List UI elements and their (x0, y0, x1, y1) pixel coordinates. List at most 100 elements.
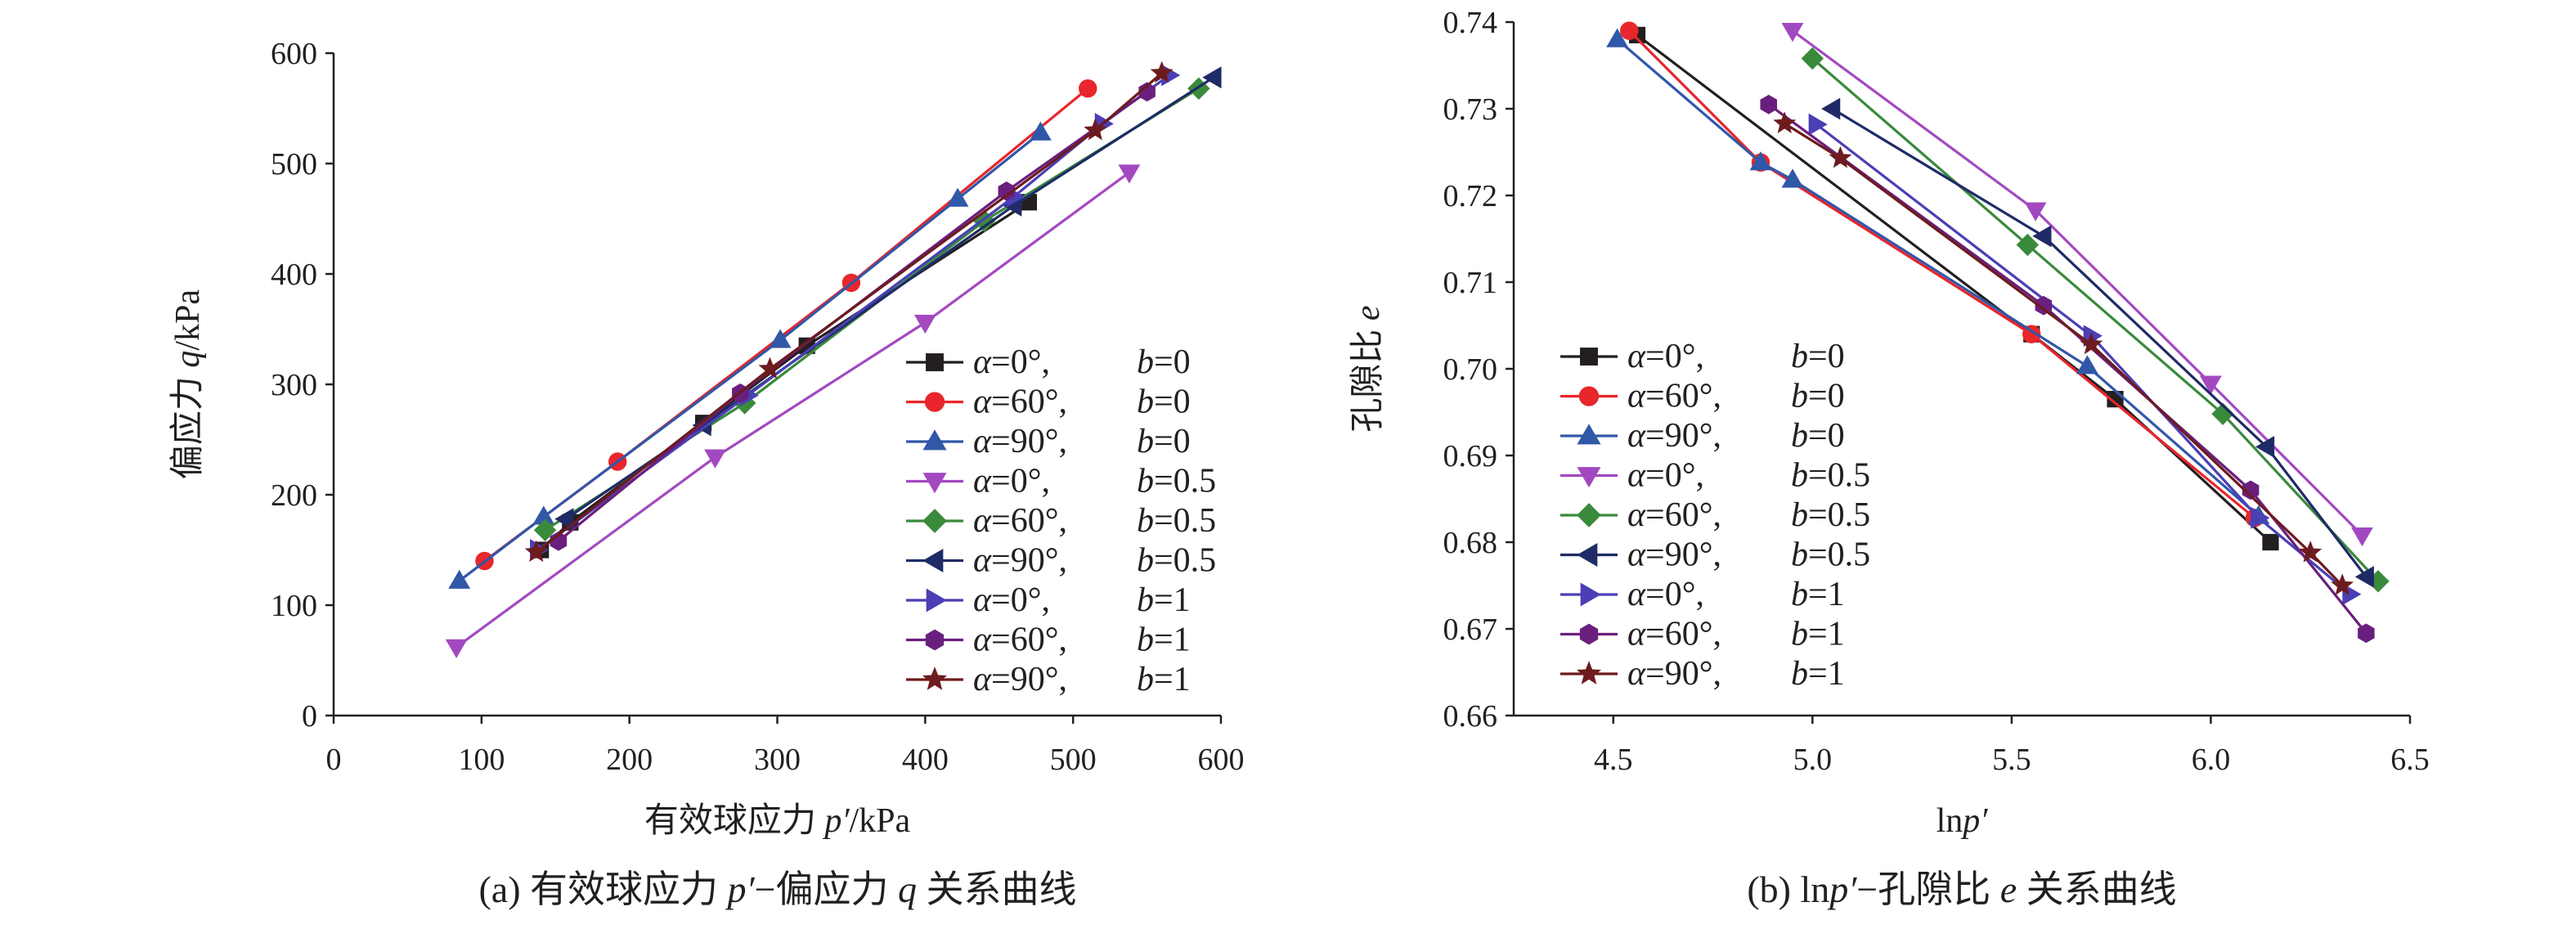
legend-entry-alpha: α=0°, (1627, 576, 1704, 613)
legend-entry-alpha: α=0°, (973, 581, 1050, 619)
data-point (1118, 164, 1141, 184)
x-axis-label: lnp′ (1936, 802, 1989, 840)
legend-marker (922, 666, 948, 690)
legend-entry-alpha: α=0°, (973, 343, 1050, 381)
legend-entry-b: b=0.5 (1791, 496, 1870, 534)
legend-entry-alpha: α=90°, (1627, 417, 1721, 455)
data-point (1620, 21, 1639, 40)
data-point (2080, 332, 2103, 355)
y-tick-label: 0.72 (1443, 179, 1498, 213)
y-tick-label: 0.70 (1443, 352, 1498, 387)
data-point (1029, 121, 1052, 141)
series-line (1636, 34, 2272, 544)
legend-entry-alpha: α=90°, (1627, 655, 1721, 693)
chart-panel-a: 0 100 200 300 400 500 600 0 100 200 300 400 500 600 有效… (168, 37, 1245, 910)
data-point (1079, 79, 1097, 98)
x-tick-label: 6.0 (2192, 743, 2231, 777)
series-line (1792, 29, 2363, 536)
data-point (2354, 565, 2374, 588)
data-point (704, 449, 726, 469)
x-tick-label: 400 (902, 743, 949, 777)
legend-marker (1577, 503, 1601, 527)
legend-entry-alpha: α=90°, (973, 542, 1067, 580)
chart-panel-b: 0.66 0.67 0.68 0.69 0.70 0.71 0.72 0.73 0.74 4.5 5… (1349, 6, 2430, 910)
data-point (1781, 168, 1804, 188)
data-point (2242, 480, 2260, 500)
data-point (2262, 533, 2279, 551)
legend-entry-b: b=1 (1137, 661, 1191, 698)
y-tick-label: 0.69 (1443, 439, 1498, 473)
legend-entry-b: b=0.5 (1137, 502, 1216, 540)
legend-entry-alpha: α=90°, (1627, 536, 1721, 574)
legend-marker (926, 353, 944, 371)
data-point (998, 181, 1016, 201)
x-tick-label: 100 (458, 743, 505, 777)
data-point (2331, 573, 2354, 595)
figure-caption: (b) lnp′−孔隙比 e 关系曲线 (1747, 868, 2176, 910)
y-tick-label: 0.67 (1443, 613, 1498, 647)
data-point (2199, 375, 2222, 395)
series-line (456, 171, 1130, 649)
y-tick-label: 0 (302, 699, 317, 734)
legend-marker (1577, 467, 1601, 488)
legend-marker (1578, 386, 1600, 406)
legend-marker (925, 629, 945, 651)
data-point (1821, 97, 1841, 120)
x-tick-label: 5.5 (1992, 743, 2031, 777)
data-point (946, 187, 969, 207)
y-axis-label: 偏应力 q/kPa (168, 289, 207, 480)
legend-marker (922, 509, 947, 533)
legend-marker (922, 473, 947, 494)
legend-entry-alpha: α=0°, (973, 463, 1050, 500)
y-tick-label: 500 (271, 147, 317, 182)
legend-marker (924, 392, 945, 412)
legend-entry-b: b=1 (1791, 655, 1845, 693)
data-point (533, 518, 557, 541)
data-point (1801, 47, 1824, 70)
data-point (1773, 111, 1797, 133)
legend-entry-alpha: α=60°, (973, 502, 1067, 540)
series-line (1815, 123, 2351, 595)
x-axis-label: 有效球应力 p′/kPa (644, 801, 911, 840)
y-tick-label: 0.66 (1443, 699, 1498, 734)
legend-marker (922, 429, 947, 451)
legend-entry-b: b=1 (1791, 576, 1845, 613)
legend-entry-b: b=0 (1137, 343, 1191, 381)
y-tick-label: 0.68 (1443, 526, 1498, 560)
legend-entry-alpha: α=90°, (973, 661, 1067, 698)
series-line (1831, 107, 2367, 578)
data-point (2299, 541, 2322, 563)
data-point (445, 639, 468, 658)
data-point (1781, 23, 1804, 43)
data-point (1829, 146, 1852, 168)
y-tick-label: 200 (271, 478, 317, 513)
y-tick-label: 600 (271, 37, 317, 71)
data-point (1749, 151, 1772, 171)
legend-entry-b: b=1 (1137, 622, 1191, 659)
legend-marker (926, 588, 947, 613)
legend-entry-alpha: α=60°, (1627, 616, 1721, 653)
x-tick-label: 0 (326, 743, 342, 777)
legend: α=0°, b=0 α=60°, b=0 α=90°, b=0 α=0°, b=0.5 α=60… (906, 343, 1216, 698)
legend-entry-b: b=0 (1791, 378, 1845, 415)
y-tick-label: 0.71 (1443, 266, 1498, 300)
y-tick-label: 0.74 (1443, 6, 1498, 40)
data-point (769, 329, 792, 348)
legend-entry-alpha: α=90°, (973, 423, 1067, 460)
legend-marker (1576, 661, 1602, 684)
data-point (2035, 295, 2053, 316)
data-point (2351, 527, 2373, 547)
x-tick-label: 5.0 (1793, 743, 1833, 777)
legend-entry-b: b=0 (1791, 417, 1845, 455)
legend-marker (1580, 582, 1601, 607)
y-tick-label: 0.73 (1443, 92, 1498, 127)
series-line (1811, 57, 2380, 582)
y-axis-label: 孔隙比 e (1349, 305, 1387, 432)
legend-entry-b: b=0 (1137, 384, 1191, 421)
data-point (448, 569, 471, 589)
data-point (2358, 623, 2375, 644)
data-point (1760, 94, 1778, 114)
x-tick-label: 300 (754, 743, 801, 777)
x-tick-label: 600 (1198, 743, 1245, 777)
